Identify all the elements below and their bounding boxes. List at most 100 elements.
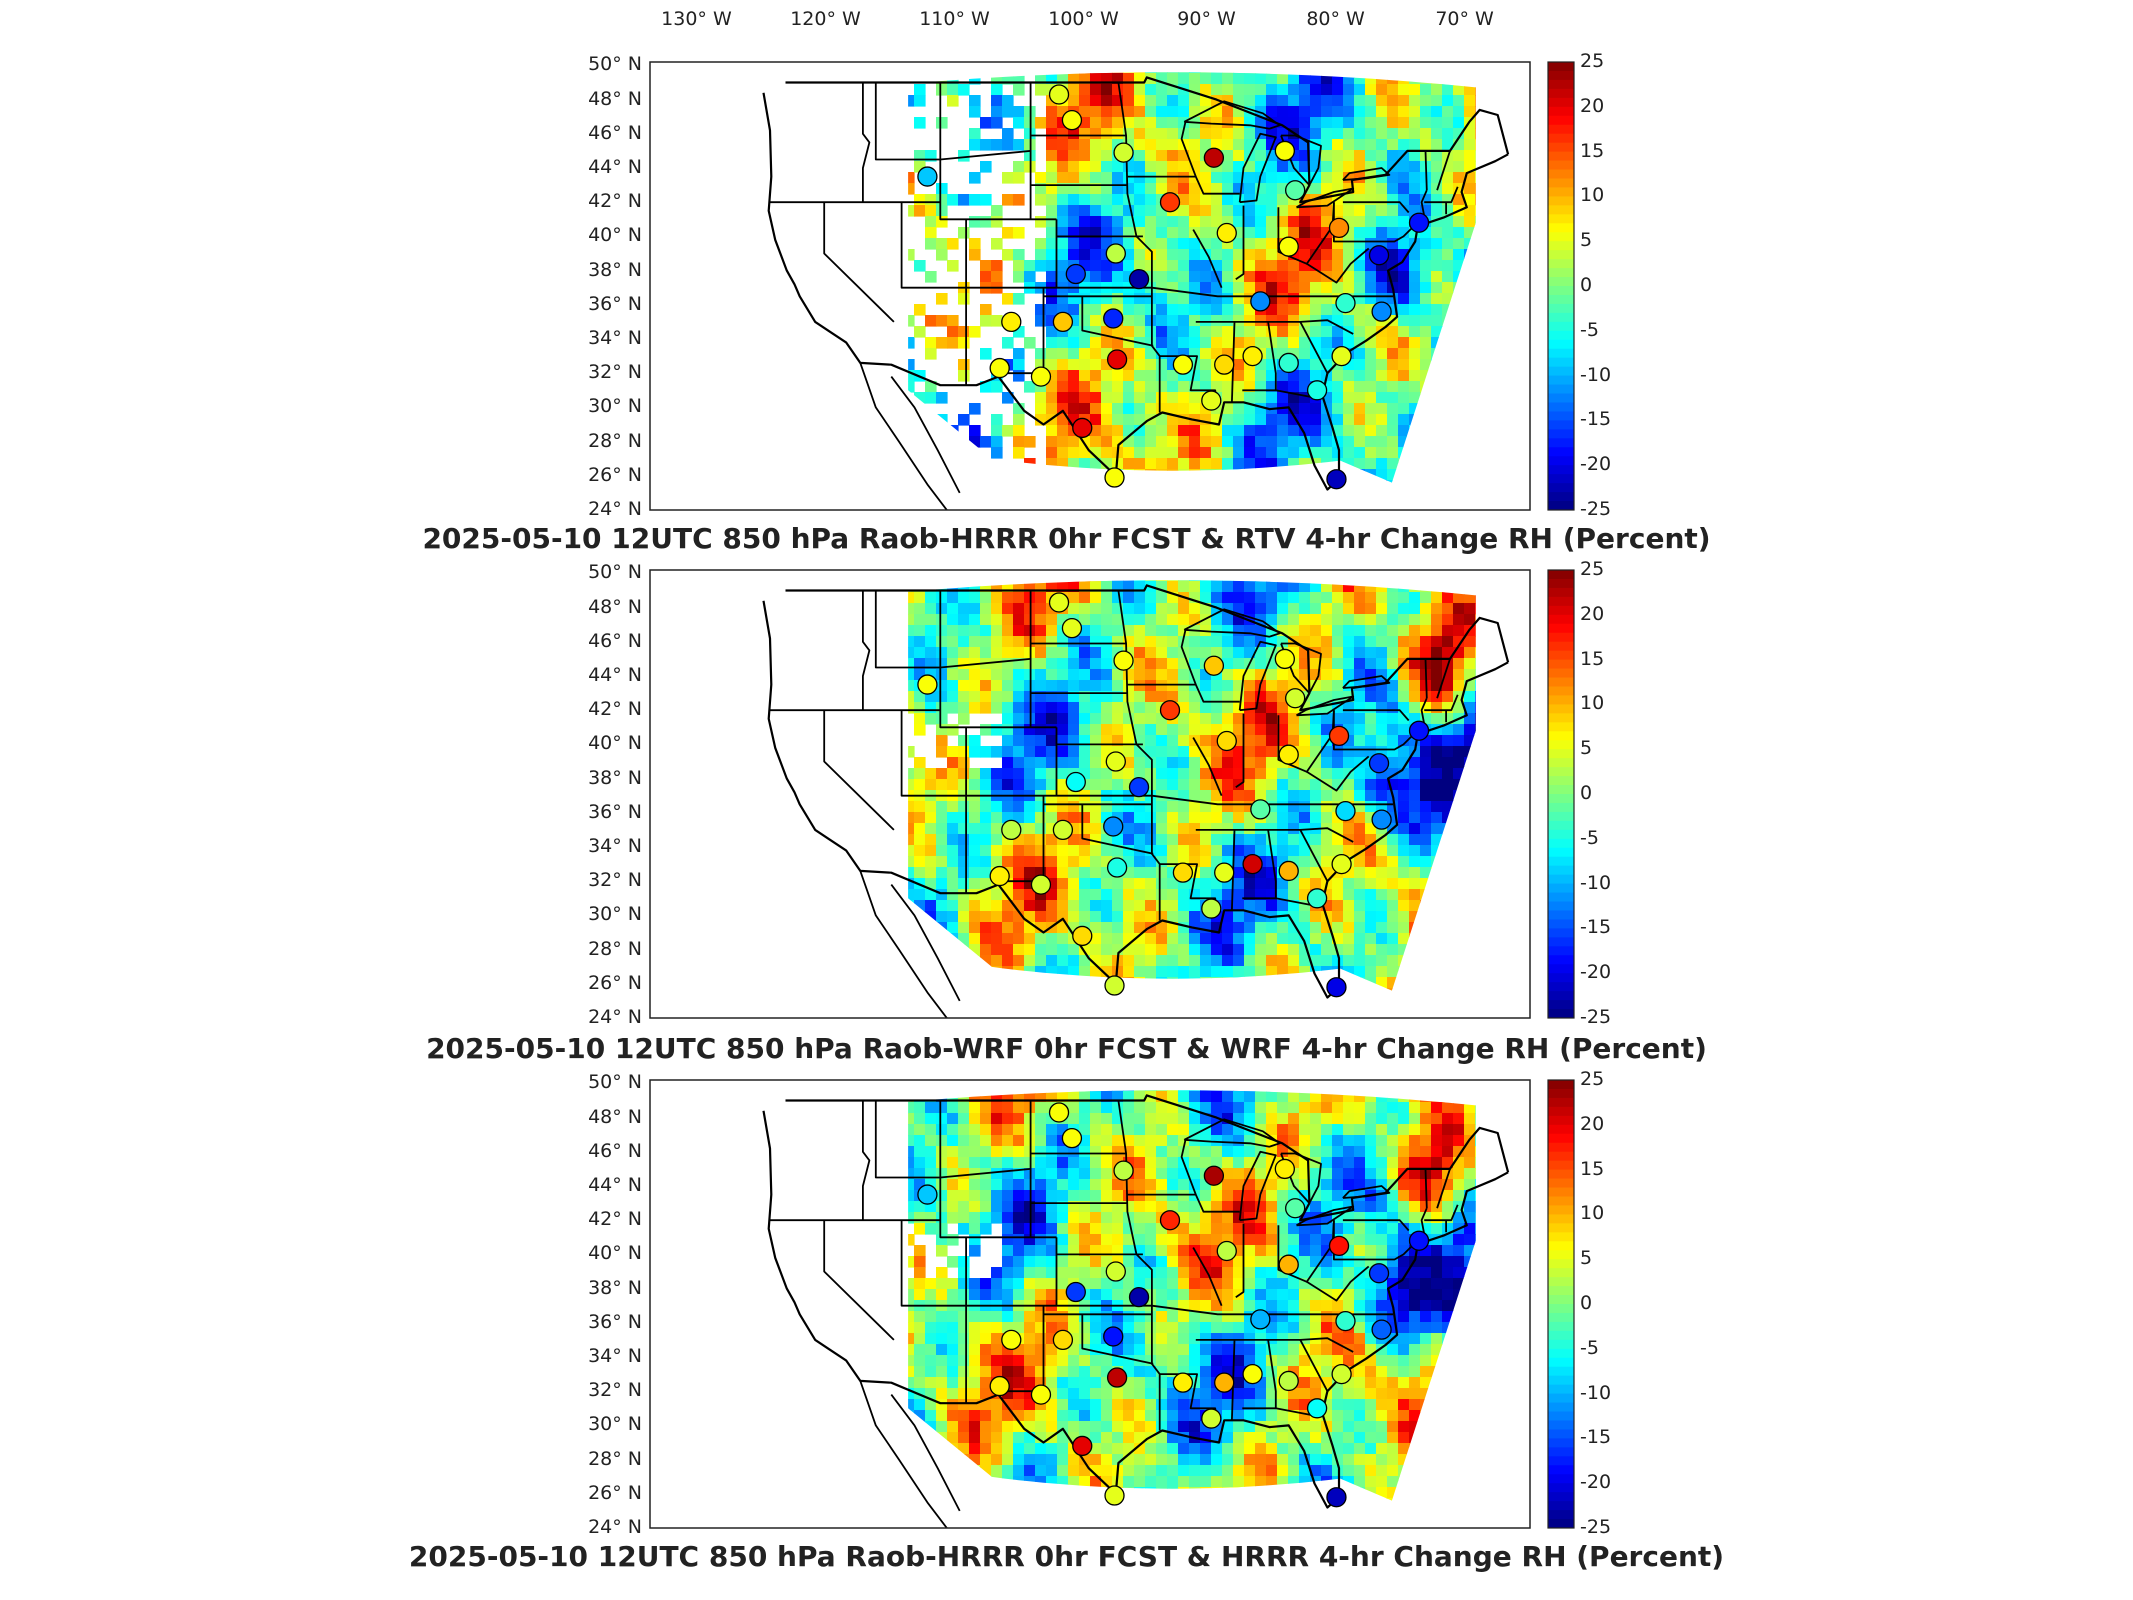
- raob-station-marker: [1328, 725, 1350, 747]
- raob-station-marker: [1326, 1487, 1347, 1508]
- state-line: [1436, 1168, 1451, 1209]
- raob-station-marker: [989, 1375, 1010, 1397]
- raob-station-marker: [1001, 819, 1022, 841]
- colorbar-tick-label: 10: [1580, 1202, 1605, 1225]
- state-line: [1424, 658, 1428, 699]
- colorbar-segment: [1548, 1115, 1574, 1126]
- state-line: [939, 1100, 1057, 1239]
- colorbar-segment: [1548, 955, 1574, 965]
- raob-station-marker: [1331, 853, 1352, 875]
- colorbar-segment: [1548, 713, 1574, 723]
- colorbar-segment: [1548, 991, 1574, 1001]
- raob-station-marker: [1216, 730, 1237, 752]
- raob-station-marker: [1172, 354, 1194, 375]
- raob-station-marker: [1306, 380, 1328, 401]
- colorbar-segment: [1548, 420, 1574, 430]
- colorbar-segment: [1548, 312, 1574, 323]
- colorbar-segment: [1548, 1160, 1574, 1171]
- latitude-tick-label: 34° N: [588, 327, 642, 349]
- colorbar-segment: [1548, 375, 1574, 386]
- colorbar-tick-label: -20: [1580, 961, 1612, 984]
- state-line: [1235, 205, 1245, 280]
- raob-station-marker: [1408, 1230, 1430, 1251]
- latitude-tick-label: 26° N: [588, 971, 642, 994]
- colorbar-segment: [1548, 1501, 1574, 1511]
- great-lake-outline: [1238, 640, 1277, 712]
- raob-station-marker: [1104, 1485, 1125, 1506]
- colorbar-segment: [1548, 97, 1574, 108]
- latitude-tick-label: 38° N: [588, 1276, 642, 1299]
- latitude-tick-label: 36° N: [588, 800, 642, 823]
- colorbar-segment: [1548, 1133, 1574, 1144]
- state-line: [1424, 694, 1459, 712]
- longitude-tick-label: 70° W: [1435, 8, 1494, 30]
- colorbar-segment: [1548, 169, 1574, 179]
- colorbar-segment: [1548, 79, 1574, 90]
- colorbar-segment: [1548, 223, 1574, 233]
- colorbar-segment: [1548, 241, 1574, 251]
- colorbar-segment: [1548, 794, 1574, 804]
- state-line: [1299, 1339, 1329, 1392]
- latitude-tick-label: 48° N: [588, 87, 642, 110]
- colorbar-tick-label: 25: [1580, 558, 1605, 580]
- state-line: [1192, 737, 1223, 797]
- raob-station-marker: [1368, 1263, 1390, 1284]
- latitude-tick-label: 48° N: [588, 595, 642, 618]
- colorbar-segment: [1548, 196, 1574, 206]
- raob-station-marker: [917, 674, 938, 695]
- latitude-tick-label: 34° N: [588, 835, 642, 857]
- latitude-tick-label: 46° N: [588, 1139, 642, 1162]
- raob-station-marker: [1105, 243, 1126, 264]
- state-line: [1180, 1139, 1197, 1195]
- longitude-tick-label: 120° W: [790, 8, 861, 30]
- great-lake-outline: [1280, 642, 1322, 694]
- colorbar-segment: [1548, 937, 1574, 947]
- state-line: [1436, 150, 1451, 191]
- colorbar-segment: [1548, 474, 1574, 484]
- state-line: [939, 82, 1057, 221]
- colorbar-segment: [1548, 623, 1574, 634]
- raob-station-marker: [1242, 345, 1263, 367]
- latitude-tick-label: 36° N: [588, 292, 642, 315]
- latitude-tick-label: 50° N: [588, 1071, 642, 1094]
- colorbar-segment: [1548, 982, 1574, 992]
- colorbar-segment: [1548, 277, 1574, 287]
- raob-station-marker: [1001, 1329, 1022, 1351]
- state-line: [862, 82, 871, 203]
- raob-station-marker: [1030, 366, 1052, 387]
- colorbar-segment: [1548, 695, 1574, 705]
- baja-coastline: [859, 362, 948, 510]
- raob-station-marker: [1278, 352, 1299, 374]
- colorbar-segment: [1548, 178, 1574, 188]
- state-line: [1242, 1339, 1277, 1410]
- great-lake-outline: [1280, 1152, 1322, 1204]
- state-line: [1299, 321, 1329, 374]
- colorbar-tick-label: 25: [1580, 50, 1605, 72]
- raob-station-marker: [1201, 1408, 1222, 1429]
- state-line: [823, 202, 895, 323]
- colorbar-frame: [1547, 569, 1575, 1019]
- raob-station-marker: [1274, 1158, 1295, 1180]
- state-line: [1299, 829, 1329, 882]
- longitude-tick-label: 80° W: [1306, 8, 1365, 30]
- longitude-tick-label: 100° W: [1048, 8, 1119, 30]
- colorbar-segment: [1548, 570, 1574, 580]
- raob-station-marker: [1106, 857, 1128, 878]
- great-lake-outline: [1280, 134, 1322, 186]
- latitude-tick-label: 28° N: [588, 1447, 642, 1470]
- colorbar-segment: [1548, 1295, 1574, 1305]
- raob-station-marker: [989, 357, 1010, 379]
- colorbar-segment: [1548, 70, 1574, 81]
- colorbar-tick-label: -25: [1580, 1516, 1612, 1538]
- colorbar-segment: [1548, 802, 1574, 813]
- state-line: [1333, 189, 1428, 243]
- colorbar-segment: [1548, 1375, 1574, 1386]
- colorbar-segment: [1548, 1088, 1574, 1099]
- raob-station-marker: [1408, 212, 1430, 233]
- raob-station-marker: [1216, 1240, 1237, 1262]
- longitude-tick-label: 90° W: [1177, 8, 1236, 30]
- colorbar-segment: [1548, 133, 1574, 144]
- colorbar-tick-label: -10: [1580, 363, 1612, 386]
- canada-border: [785, 76, 1510, 204]
- latitude-tick-label: 38° N: [588, 258, 642, 281]
